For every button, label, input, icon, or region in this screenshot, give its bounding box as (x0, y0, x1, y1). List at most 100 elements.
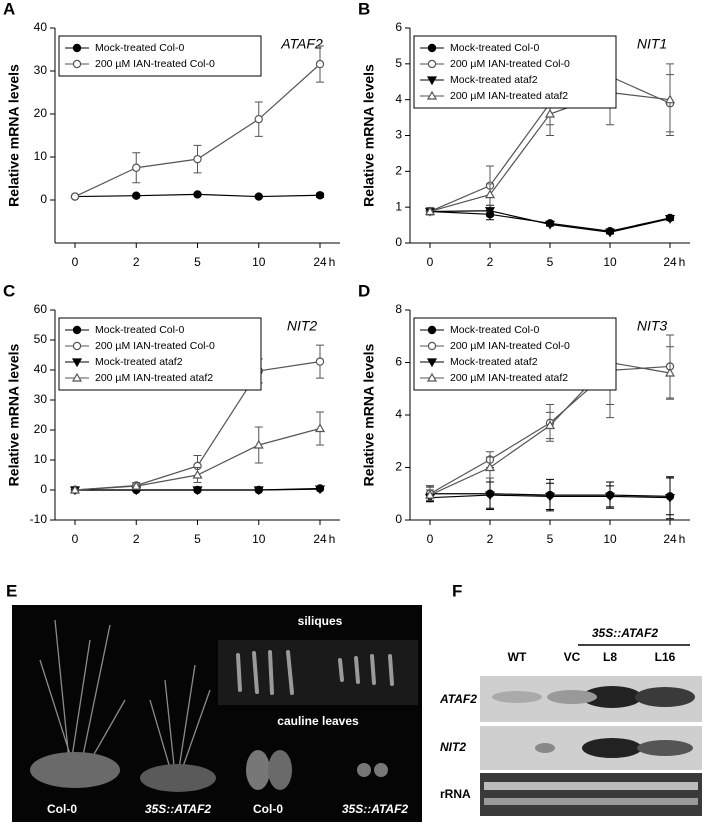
x-tick-label: 10 (603, 532, 617, 546)
band (535, 743, 555, 753)
y-tick-label: 20 (34, 422, 48, 436)
band (582, 686, 642, 708)
panel-label: B (358, 0, 370, 18)
x-tick-label: 5 (194, 255, 201, 269)
marker (426, 76, 438, 86)
legend-label: 200 µM IAN-treated ataf2 (450, 372, 568, 384)
marker (254, 114, 263, 124)
legend (58, 317, 262, 391)
chart-title: NIT1 (637, 36, 667, 52)
legend (413, 35, 617, 109)
photo-background (12, 605, 422, 822)
y-tick-label: 2 (395, 164, 402, 178)
band (635, 687, 695, 707)
marker (132, 163, 141, 172)
y-tick-label: 1 (395, 199, 402, 213)
marker (72, 59, 82, 69)
panel-label: F (452, 581, 462, 600)
marker (424, 206, 436, 216)
photo-caption: 35S::ATAF2 (342, 802, 409, 816)
y-axis-label: Relative mRNA levels (6, 343, 22, 486)
marker (604, 492, 616, 502)
blot (480, 773, 702, 816)
marker (69, 484, 81, 494)
marker (71, 372, 83, 382)
band (547, 690, 597, 704)
panel-label: C (3, 281, 15, 300)
x-tick-label: 2 (487, 532, 494, 546)
photo-caption: cauline leaves (277, 714, 359, 728)
marker (192, 469, 203, 479)
marker (192, 486, 203, 496)
marker (193, 154, 202, 164)
legend (413, 317, 617, 391)
lane-label: VC (564, 650, 581, 664)
legend-label: Mock-treated ataf2 (450, 356, 538, 368)
y-tick-label: 10 (34, 452, 48, 466)
marker (544, 108, 556, 118)
panel-label: E (6, 581, 17, 600)
leaf (374, 763, 388, 777)
marker (424, 489, 436, 499)
legend-label: Mock-treated ataf2 (95, 356, 183, 368)
y-tick-label: 40 (34, 20, 48, 34)
chart-title: NIT2 (287, 318, 318, 334)
y-tick-label: 8 (395, 302, 402, 316)
legend-label: 200 µM IAN-treated Col-0 (450, 340, 570, 352)
siliques-photo (236, 650, 394, 695)
marker (484, 189, 496, 199)
legend-label: Mock-treated ataf2 (450, 74, 538, 86)
x-tick-label: 10 (252, 255, 266, 269)
marker (314, 485, 326, 495)
lane-label: L16 (655, 650, 676, 664)
marker (544, 492, 556, 502)
marker (426, 358, 438, 368)
legend-label: 200 µM IAN-treated Col-0 (450, 58, 570, 70)
legend-label: Mock-treated Col-0 (450, 42, 539, 54)
row-label: NIT2 (440, 740, 466, 754)
leaf (268, 750, 292, 790)
photo-caption: 35S::ATAF2 (145, 802, 212, 816)
x-tick-label: 2 (487, 255, 494, 269)
x-tick-label: 0 (427, 255, 434, 269)
legend-label: Mock-treated Col-0 (450, 324, 539, 336)
marker (131, 480, 142, 490)
marker (72, 325, 82, 335)
marker (484, 462, 496, 472)
group-label: 35S::ATAF2 (592, 626, 659, 640)
x-axis-label: h (679, 532, 686, 546)
marker (72, 43, 82, 53)
panel-label: A (3, 0, 15, 18)
y-tick-label: 0 (395, 235, 402, 249)
legend-label: 200 µM IAN-treated ataf2 (450, 90, 568, 102)
marker (315, 191, 325, 200)
y-tick-label: 0 (395, 512, 402, 526)
photo-caption: siliques (298, 614, 343, 628)
y-axis-label: Relative mRNA levels (361, 64, 377, 207)
y-tick-label: 30 (34, 63, 48, 77)
chart-title: NIT3 (637, 318, 668, 334)
x-tick-label: 0 (427, 532, 434, 546)
y-tick-label: 10 (34, 149, 48, 163)
marker (604, 228, 616, 238)
marker (544, 420, 556, 430)
legend-label: 200 µM IAN-treated Col-0 (95, 58, 215, 70)
marker (253, 486, 264, 496)
y-tick-label: 20 (34, 106, 48, 120)
y-tick-label: 3 (395, 128, 402, 142)
marker (427, 43, 437, 53)
rosette (30, 752, 120, 788)
x-tick-label: 5 (194, 532, 201, 546)
y-tick-label: 0 (40, 482, 47, 496)
legend (58, 35, 262, 77)
plants-photo (39, 619, 211, 776)
photo-caption: Col-0 (253, 802, 283, 816)
rosette (140, 764, 216, 792)
y-tick-label: 50 (34, 332, 48, 346)
y-tick-label: 30 (34, 392, 48, 406)
marker (426, 372, 438, 382)
band (484, 782, 698, 790)
series-line (74, 63, 321, 198)
row-label: ATAF2 (439, 692, 477, 706)
